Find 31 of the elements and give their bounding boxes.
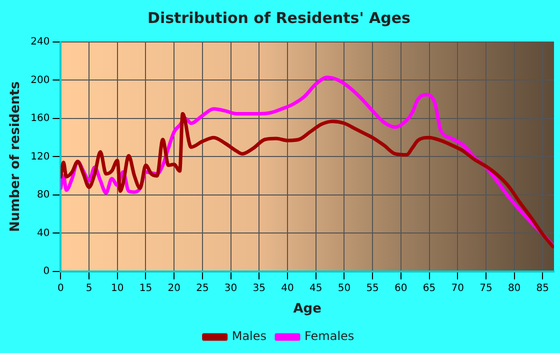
x-tick-label: 75 (480, 282, 492, 294)
x-tick-label: 15 (139, 282, 152, 294)
y-tick-label: 240 (30, 36, 50, 48)
x-tick-label: 30 (224, 282, 238, 294)
x-tick-label: 0 (58, 282, 64, 294)
x-tick-label: 85 (536, 282, 550, 294)
x-tick-label: 80 (508, 282, 521, 294)
legend-label: Males (232, 329, 267, 344)
x-tick-label: 45 (309, 282, 322, 294)
y-tick-label: 160 (30, 113, 50, 124)
y-tick-label: 120 (30, 151, 50, 162)
x-tick-label: 10 (111, 282, 124, 294)
x-tick-label: 50 (338, 282, 351, 294)
legend-label: Females (304, 329, 354, 344)
x-tick-label: 35 (252, 282, 266, 294)
y-axis-title: Number of residents (8, 81, 24, 232)
y-tick-label: 40 (36, 228, 50, 239)
x-axis-title: Age (293, 302, 322, 317)
x-tick-label: 25 (196, 282, 209, 294)
x-tick-label: 40 (281, 282, 294, 294)
y-tick-label: 80 (36, 190, 50, 201)
x-tick-label: 60 (394, 282, 408, 294)
x-tick-label: 20 (168, 282, 180, 294)
y-tick-label: 200 (30, 74, 50, 86)
line-series (60, 112, 554, 248)
y-tick-label: 0 (43, 266, 50, 277)
x-tick-label: 70 (451, 282, 464, 294)
x-tick-label: 5 (86, 282, 92, 294)
x-tick-label: 65 (422, 282, 436, 294)
x-tick-label: 55 (366, 282, 379, 294)
chart-title: Distribution of Residents' Ages (148, 8, 411, 27)
